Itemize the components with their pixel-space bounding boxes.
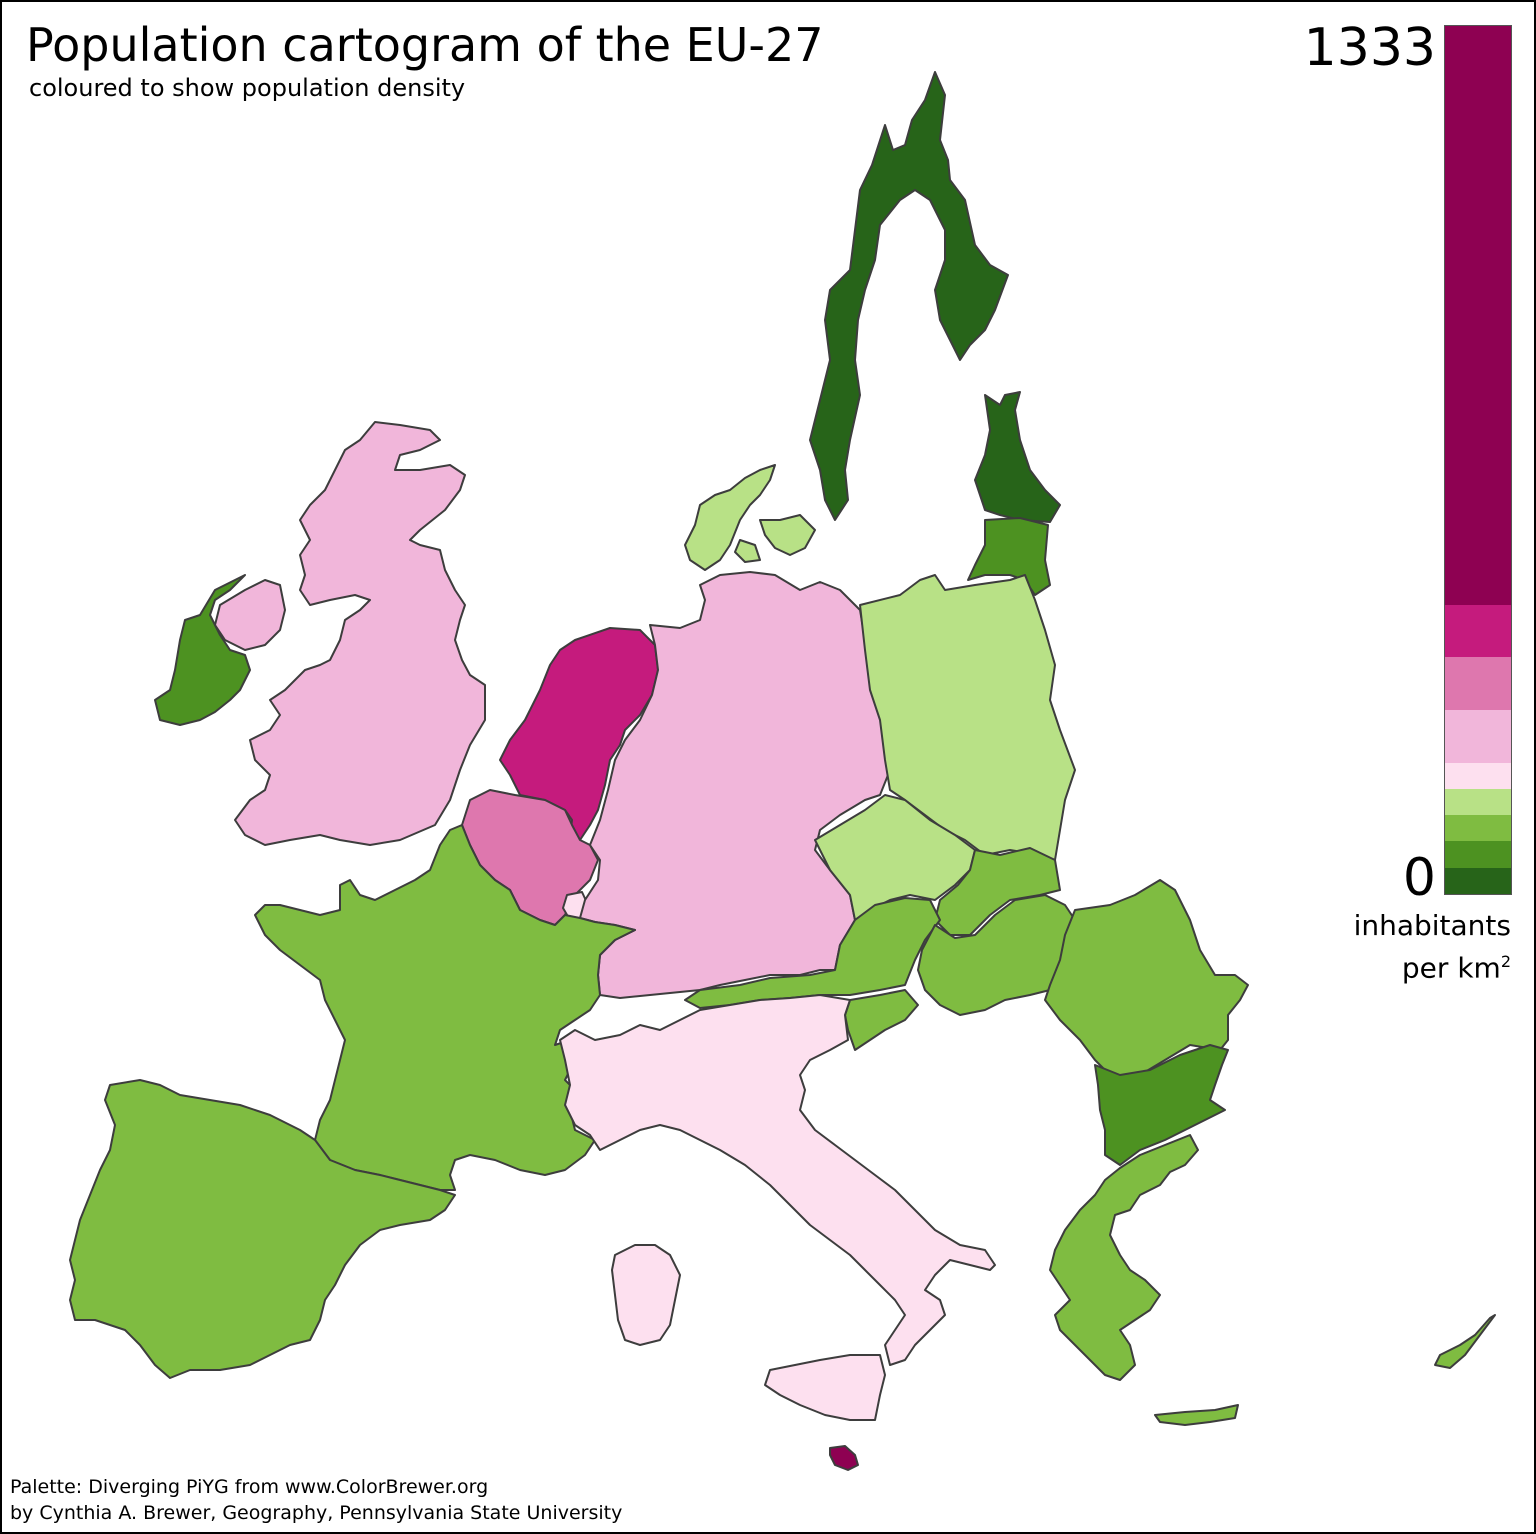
credit-line-1: Palette: Diverging PiYG from www.ColorBr… [10, 1476, 489, 1498]
region-malta[interactable] [829, 1445, 859, 1471]
legend-unit-line2-text: per km [1401, 951, 1501, 985]
credit-line-2: by Cynthia A. Brewer, Geography, Pennsyl… [10, 1502, 623, 1524]
legend-unit-line1: inhabitants [1353, 909, 1511, 942]
region-czech-republic[interactable] [814, 794, 976, 921]
legend-band [1445, 709, 1511, 763]
map-title: Population cartogram of the EU-27 [26, 18, 824, 72]
region-cyprus[interactable] [1434, 1314, 1496, 1369]
region-spain-portugal[interactable] [69, 1079, 456, 1379]
region-united-kingdom[interactable] [214, 421, 486, 846]
legend-band [1445, 788, 1511, 816]
region-finland-sweden[interactable] [809, 71, 1009, 521]
legend-max-label: 1333 [1303, 18, 1436, 78]
legend-unit-superscript: 2 [1500, 952, 1511, 971]
region-france[interactable] [254, 824, 636, 1191]
legend-band [1445, 604, 1511, 658]
legend-band [1445, 762, 1511, 789]
region-poland[interactable] [859, 574, 1076, 861]
region-slovenia[interactable] [844, 989, 919, 1051]
legend-band [1445, 657, 1511, 710]
legend-band [1445, 867, 1511, 894]
legend-unit: inhabitants per km2 [1354, 908, 1511, 986]
legend-band [1445, 815, 1511, 842]
region-estonia-latvia[interactable] [974, 391, 1061, 523]
legend-min-label: 0 [1402, 848, 1436, 908]
legend-colorbar [1444, 25, 1512, 895]
region-slovakia[interactable] [934, 847, 1061, 936]
region-romania[interactable] [1044, 879, 1249, 1076]
legend-band [1445, 26, 1511, 605]
region-denmark[interactable] [684, 464, 816, 571]
map-subtitle: coloured to show population density [29, 74, 466, 102]
legend-band [1445, 841, 1511, 868]
region-italy[interactable] [559, 994, 996, 1421]
region-bulgaria[interactable] [1094, 1044, 1229, 1166]
legend-unit-line2: per km2 [1354, 944, 1511, 986]
region-greece[interactable] [1049, 1134, 1239, 1426]
